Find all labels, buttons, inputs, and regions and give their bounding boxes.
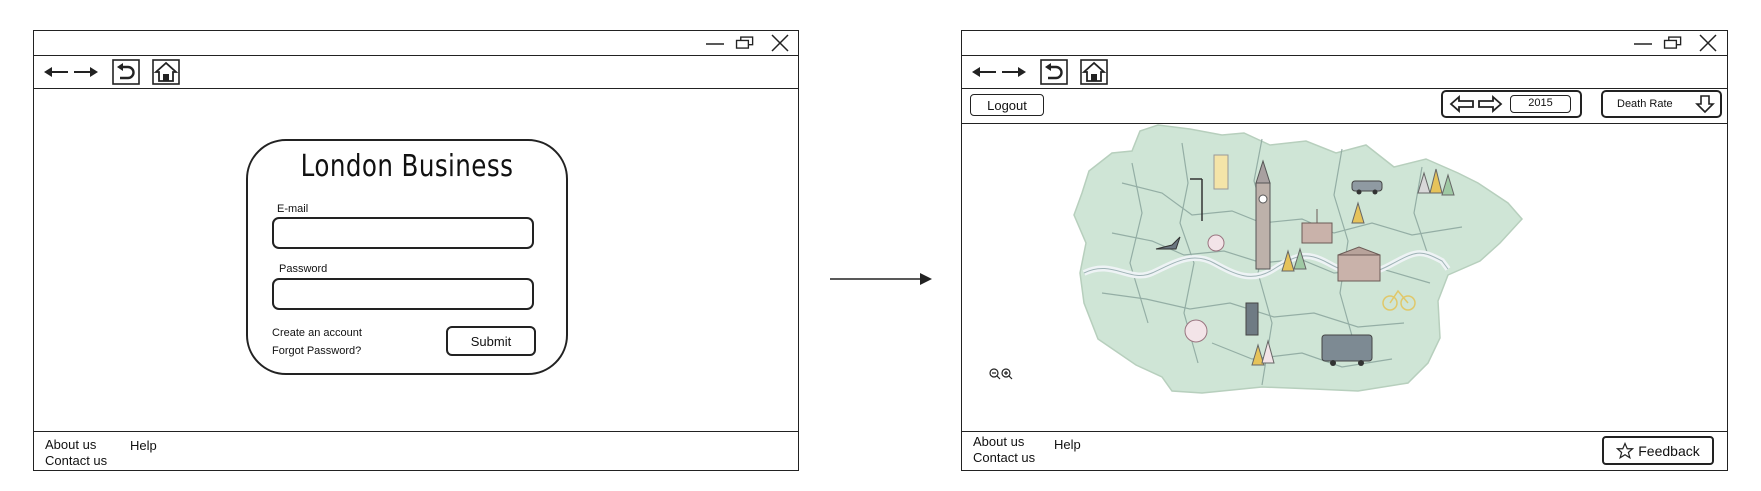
help-link[interactable]: Help xyxy=(130,438,157,453)
metric-dropdown[interactable]: Death Rate xyxy=(1601,90,1722,118)
feedback-button[interactable]: Feedback xyxy=(1602,436,1714,465)
trees-icon xyxy=(1184,168,1455,366)
restore-icon[interactable] xyxy=(734,33,756,53)
close-icon[interactable] xyxy=(769,33,791,53)
submit-button[interactable]: Submit xyxy=(446,326,536,356)
password-label: Password xyxy=(279,263,328,275)
year-next-icon[interactable] xyxy=(1477,95,1503,113)
bus-icon xyxy=(1321,334,1373,366)
logout-button[interactable]: Logout xyxy=(970,94,1044,116)
arrow-right-icon[interactable] xyxy=(72,59,100,85)
about-us-link[interactable]: About us xyxy=(45,437,97,452)
arrow-left-icon[interactable] xyxy=(42,59,70,85)
forgot-password-link[interactable]: Forgot Password? xyxy=(272,345,362,357)
map-area[interactable] xyxy=(962,123,1727,432)
phone-box-dark-icon xyxy=(1245,302,1259,336)
year-selector: 2015 xyxy=(1441,90,1582,118)
phone-box-icon xyxy=(1213,154,1229,190)
street-lamp-icon xyxy=(1190,178,1203,221)
palace-icon xyxy=(1301,209,1333,244)
transition-arrow-icon xyxy=(830,273,932,285)
contact-us-link[interactable]: Contact us xyxy=(973,450,1036,465)
home-icon[interactable] xyxy=(152,59,180,85)
zoom-in-icon[interactable] xyxy=(1001,368,1013,380)
minimize-icon[interactable] xyxy=(1632,33,1654,53)
title-bar xyxy=(34,31,798,56)
contact-us-link[interactable]: Contact us xyxy=(45,453,108,468)
museum-icon xyxy=(1337,246,1381,282)
zoom-out-icon[interactable] xyxy=(989,368,1001,380)
browser-toolbar xyxy=(962,55,1727,89)
car-icon xyxy=(1351,180,1383,195)
big-ben-icon xyxy=(1255,159,1271,270)
about-us-link[interactable]: About us xyxy=(973,434,1025,449)
star-icon xyxy=(1616,441,1635,459)
map-window: Logout 2015 Death Rate xyxy=(961,30,1728,471)
year-prev-icon[interactable] xyxy=(1449,95,1475,113)
year-field[interactable]: 2015 xyxy=(1510,95,1571,113)
london-map[interactable] xyxy=(962,123,1727,423)
minimize-icon[interactable] xyxy=(704,33,726,53)
close-icon[interactable] xyxy=(1697,33,1719,53)
title-bar xyxy=(962,31,1727,56)
map-controls-bar: Logout 2015 Death Rate xyxy=(962,88,1727,124)
footer: About us Contact us Help xyxy=(34,431,798,470)
arrow-down-icon[interactable] xyxy=(1695,94,1715,114)
refresh-icon[interactable] xyxy=(112,59,140,85)
create-account-link[interactable]: Create an account xyxy=(272,327,362,339)
email-label: E-mail xyxy=(277,203,309,215)
refresh-icon[interactable] xyxy=(1040,59,1068,85)
login-window: London Business E-mail Password Create a… xyxy=(33,30,799,471)
arrow-right-icon[interactable] xyxy=(1000,59,1028,85)
feedback-label: Feedback xyxy=(1638,442,1700,459)
card-title: London Business xyxy=(300,149,514,184)
login-card: London Business E-mail Password Create a… xyxy=(246,139,568,375)
password-field[interactable] xyxy=(272,278,534,310)
bird-icon xyxy=(1155,236,1181,250)
footer: About us Contact us Help Feedback xyxy=(962,431,1727,470)
home-icon[interactable] xyxy=(1080,59,1108,85)
bicycle-icon xyxy=(1382,289,1416,311)
restore-icon[interactable] xyxy=(1662,33,1684,53)
browser-toolbar xyxy=(34,55,798,89)
help-link[interactable]: Help xyxy=(1054,437,1081,452)
arrow-left-icon[interactable] xyxy=(970,59,998,85)
metric-dropdown-value: Death Rate xyxy=(1617,98,1673,110)
email-field[interactable] xyxy=(272,217,534,249)
